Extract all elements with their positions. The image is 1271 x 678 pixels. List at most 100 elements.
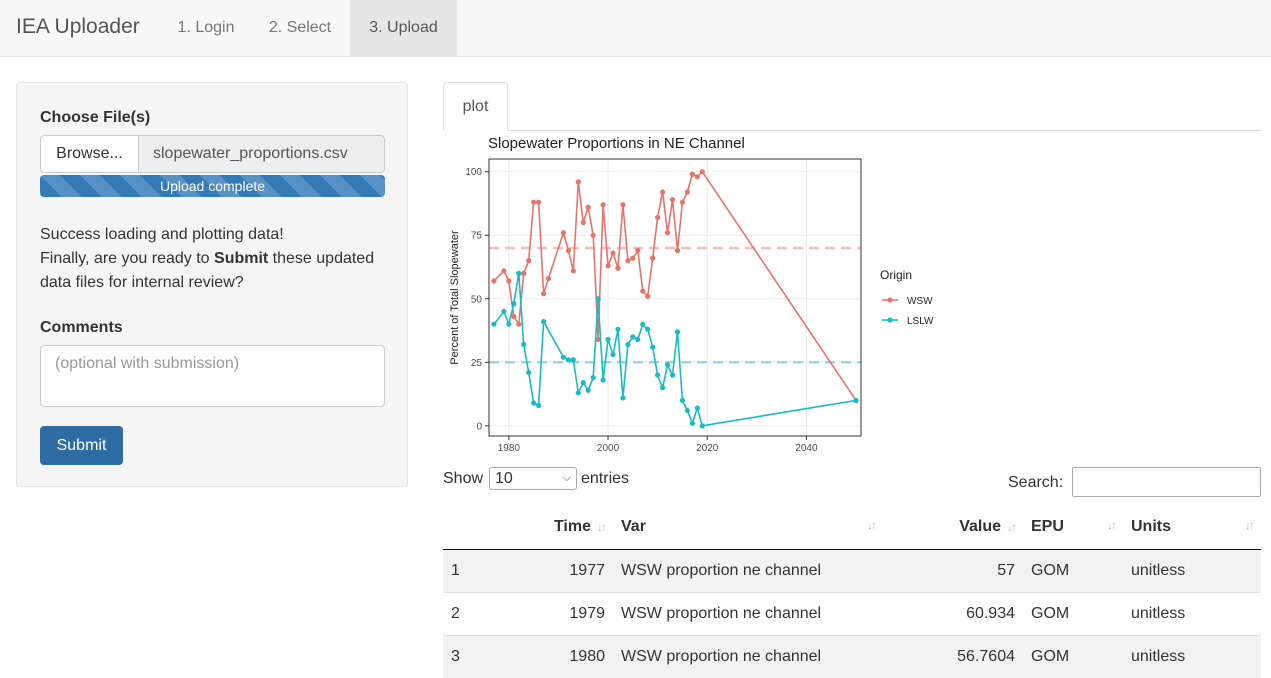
data-point-lslw — [650, 344, 656, 350]
column-header-label: Value — [959, 517, 1001, 535]
table-row[interactable]: 2 1979 WSW proportion ne channel 60.934 … — [443, 591, 1261, 635]
table-row[interactable]: 1 1977 WSW proportion ne channel 57 GOM … — [443, 548, 1261, 592]
cell-value: 60.934 — [883, 591, 1023, 635]
sort-icon: ↓↑ — [1107, 517, 1117, 532]
data-point-lslw — [625, 341, 631, 348]
entries-select[interactable]: 10 ⌵ — [489, 467, 577, 490]
data-point-lslw — [630, 334, 636, 340]
cell-units: unitless — [1123, 634, 1261, 678]
data-point-wsw — [660, 189, 666, 195]
data-point-lslw — [580, 380, 586, 386]
tab-plot[interactable]: plot — [443, 82, 508, 131]
data-point-lslw — [506, 321, 512, 327]
data-point-lslw — [511, 301, 517, 307]
choose-files-label: Choose File(s) — [40, 109, 151, 126]
data-point-lslw — [600, 377, 606, 383]
legend-title: Origin — [880, 268, 912, 282]
column-header-epu[interactable]: EPU ↓↑ — [1023, 505, 1123, 550]
table-row[interactable]: 3 1980 WSW proportion ne channel 56.7604… — [443, 634, 1261, 678]
data-point-lslw — [853, 397, 859, 404]
prompt-text-before: Finally, are you ready to — [40, 250, 215, 267]
data-point-wsw — [595, 336, 601, 343]
data-point-wsw — [635, 247, 641, 254]
table-header-row: Time ↓↑ Var ↓↑ Value ↓↑ EPU ↓↑ Units ↓↑ — [443, 505, 1261, 550]
data-point-wsw — [580, 219, 586, 226]
x-tick-label: 2040 — [795, 443, 818, 454]
cell-epu: GOM — [1023, 634, 1123, 678]
data-point-lslw — [669, 372, 676, 378]
column-header-index[interactable] — [443, 505, 523, 550]
data-point-lslw — [684, 407, 690, 414]
submit-button[interactable]: Submit — [40, 426, 123, 465]
data-point-lslw — [521, 341, 527, 348]
data-point-wsw — [575, 179, 581, 185]
y-tick-label: 25 — [471, 358, 483, 369]
cell-epu: GOM — [1023, 548, 1123, 592]
tabs-divider — [443, 130, 1261, 131]
prompt-text-after: these updated data files for internal re… — [40, 250, 375, 291]
data-point-lslw — [570, 357, 576, 363]
series-line-lslw — [493, 273, 857, 427]
comments-textarea[interactable]: (optional with submission) — [40, 345, 385, 407]
upload-progress-bar: Upload complete — [40, 175, 385, 197]
tab-select[interactable]: 2. Select — [268, 19, 332, 36]
x-tick-label: 2020 — [696, 443, 719, 454]
browse-button[interactable]: Browse... — [40, 135, 139, 173]
data-point-wsw — [650, 255, 656, 261]
column-header-var[interactable]: Var ↓↑ — [613, 505, 883, 550]
cell-var: WSW proportion ne channel — [613, 591, 883, 635]
data-point-wsw — [615, 265, 621, 271]
data-point-lslw — [526, 369, 532, 376]
data-point-wsw — [516, 321, 522, 327]
data-point-wsw — [570, 268, 576, 274]
cell-time: 1977 — [523, 548, 613, 592]
cell-index: 3 — [443, 634, 523, 678]
data-point-lslw — [590, 374, 596, 381]
data-point-wsw — [521, 270, 527, 276]
file-input-group: Browse... slopewater_proportions.csv — [40, 135, 385, 173]
prompt-text-bold: Submit — [214, 250, 269, 267]
data-point-lslw — [664, 362, 671, 368]
chevron-down-icon: ⌵ — [562, 472, 571, 484]
status-message: Success loading and plotting data! Final… — [40, 223, 390, 295]
data-point-wsw — [565, 247, 571, 254]
tab-login[interactable]: 1. Login — [177, 19, 235, 36]
tab-upload[interactable]: 3. Upload — [350, 0, 457, 56]
success-text: Success loading and plotting data! — [40, 226, 284, 243]
plot-border — [488, 158, 862, 437]
data-point-lslw — [660, 385, 666, 391]
column-header-label: EPU — [1031, 517, 1064, 535]
column-header-units[interactable]: Units ↓↑ — [1123, 505, 1261, 550]
data-point-lslw — [655, 372, 661, 378]
data-point-lslw — [674, 329, 681, 335]
data-point-wsw — [501, 268, 507, 274]
data-point-lslw — [635, 336, 641, 343]
data-point-wsw — [645, 293, 651, 299]
y-tick-label: 0 — [476, 421, 482, 432]
cell-units: unitless — [1123, 591, 1261, 635]
data-point-wsw — [605, 263, 611, 269]
cell-value: 56.7604 — [883, 634, 1023, 678]
data-point-lslw — [531, 400, 537, 406]
column-header-time[interactable]: Time ↓↑ — [523, 505, 613, 550]
y-tick-label: 75 — [471, 231, 483, 242]
column-header-value[interactable]: Value ↓↑ — [883, 505, 1023, 550]
search-label: Search: — [1008, 474, 1064, 491]
data-point-lslw — [605, 336, 611, 343]
data-point-wsw — [590, 232, 596, 238]
search-input[interactable] — [1072, 467, 1261, 497]
upload-panel: Choose File(s) Browse... slopewater_prop… — [16, 82, 408, 487]
cell-value: 57 — [883, 548, 1023, 592]
data-point-wsw — [531, 199, 537, 205]
sort-icon: ↓↑ — [1007, 519, 1017, 534]
data-point-lslw — [640, 321, 646, 327]
plot-panel — [489, 159, 861, 436]
data-point-wsw — [526, 258, 532, 264]
cell-time: 1979 — [523, 591, 613, 635]
data-point-wsw — [506, 278, 512, 284]
column-header-label: Time — [553, 517, 591, 535]
show-label: Show — [443, 470, 484, 487]
data-point-wsw — [689, 171, 695, 177]
data-point-lslw — [645, 326, 651, 332]
data-point-lslw — [585, 387, 591, 393]
